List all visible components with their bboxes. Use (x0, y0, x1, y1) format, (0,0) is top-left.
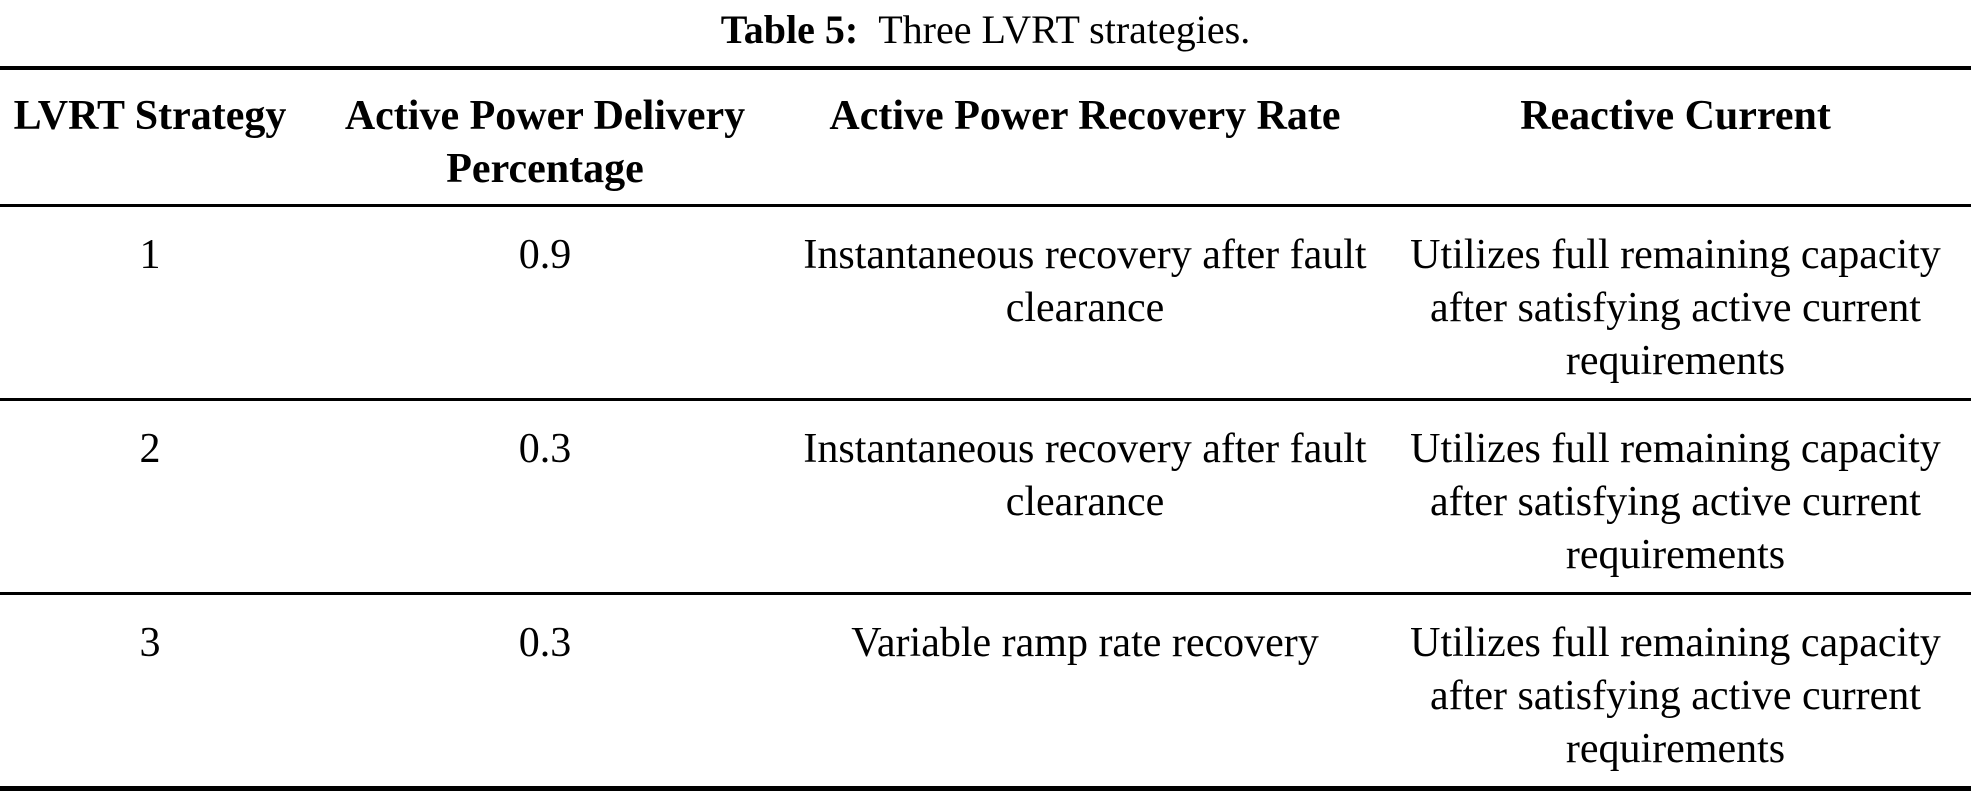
col-header-reactive-current: Reactive Current (1380, 68, 1971, 207)
col-header-active-power-recovery-rate: Active Power Recovery Rate (790, 68, 1380, 207)
caption-text: Three LVRT strategies. (878, 7, 1251, 52)
table-row-strategy-3: 3 0.3 Variable ramp rate recovery Utiliz… (0, 594, 1971, 789)
cell-delivery-percentage: 0.9 (300, 205, 790, 401)
cell-delivery-percentage: 0.3 (518, 620, 572, 666)
cell-recovery-rate: Instantaneous recovery after fault clear… (790, 399, 1380, 595)
cell-reactive-current: Utilizes full remaining capacity after s… (1380, 205, 1971, 401)
table-row-strategy-1: 1 0.9 Instantaneous recovery after fault… (0, 205, 1971, 401)
header-row: LVRT Strategy Active Power Delivery Perc… (0, 68, 1971, 207)
cell-strategy-number: 3 (139, 620, 161, 666)
cell-recovery-rate: Instantaneous recovery after fault clear… (790, 205, 1380, 401)
cell-delivery-percentage: 0.3 (300, 399, 790, 595)
lvrt-strategies-table: LVRT Strategy Active Power Delivery Perc… (0, 66, 1971, 791)
cell-reactive-current: Utilizes full remaining capacity after s… (1380, 399, 1971, 595)
col-header-active-power-delivery-percentage: Active Power Delivery Percentage (300, 68, 790, 207)
cell-strategy-number: 2 (0, 399, 300, 595)
cell-strategy-number: 1 (0, 205, 300, 401)
table-caption: Table 5: Three LVRT strategies. (0, 0, 1971, 66)
cell-reactive-current: Utilizes full remaining capacity after s… (1410, 620, 1941, 772)
table-row-strategy-2: 2 0.3 Instantaneous recovery after fault… (0, 399, 1971, 595)
caption-label: Table 5: (720, 7, 859, 52)
cell-recovery-rate: Variable ramp rate recovery (851, 620, 1319, 666)
col-header-lvrt-strategy: LVRT Strategy (0, 68, 300, 207)
